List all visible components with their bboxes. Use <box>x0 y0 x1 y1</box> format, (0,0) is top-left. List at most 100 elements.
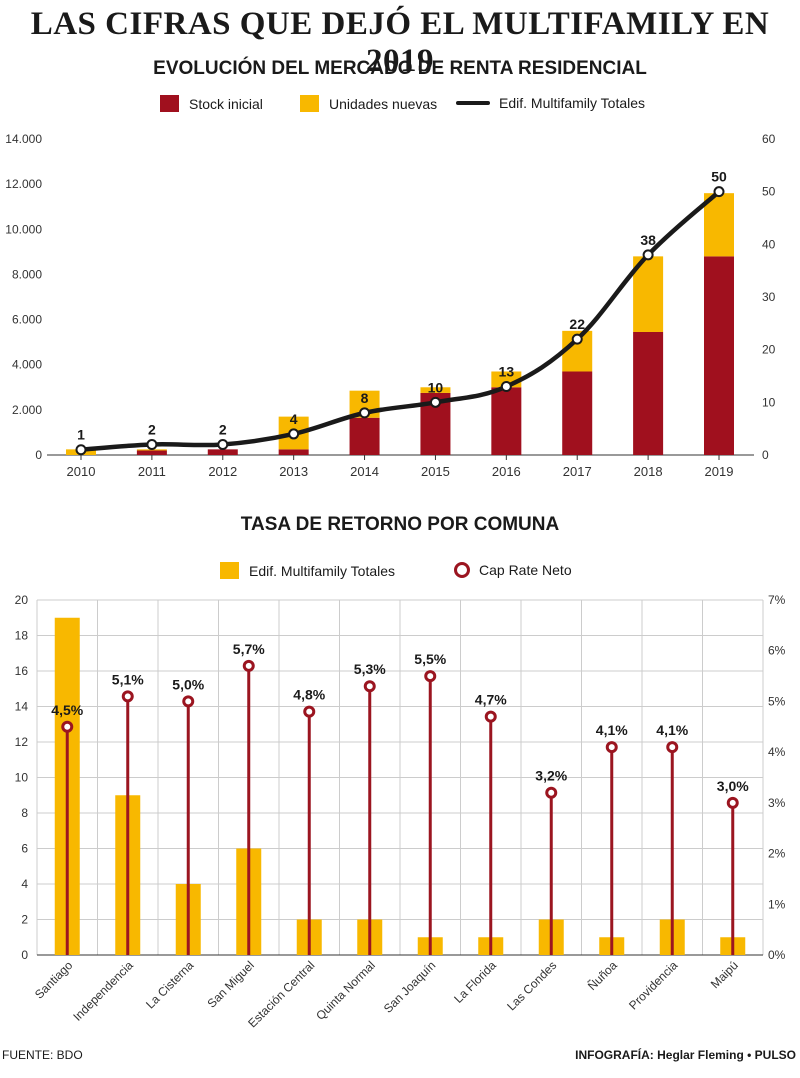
y-tick-label: 14.000 <box>5 132 42 146</box>
y-tick-label: 12 <box>15 735 29 749</box>
source-note: FUENTE: BDO <box>2 1048 83 1062</box>
cap-rate-data-label: 3,2% <box>535 768 567 784</box>
chart2-title: TASA DE RETORNO POR COMUNA <box>240 514 560 535</box>
legend-new-units-label: Unidades nuevas <box>329 95 438 112</box>
legend-stock-inicial: Stock inicial <box>160 95 263 112</box>
cap-rate-point <box>424 670 437 683</box>
line-data-label: 38 <box>640 232 656 248</box>
cap-rate-data-label: 4,5% <box>51 702 83 718</box>
y2-tick-label: 3% <box>768 796 786 810</box>
x-tick-label: La Cisterna <box>143 958 197 1012</box>
cap-rate-point <box>484 710 497 723</box>
y-tick-label: 4 <box>21 877 28 891</box>
x-tick-label: Independencia <box>70 958 136 1024</box>
cap-rate-data-label: 3,0% <box>717 778 749 794</box>
legend-edif-totales-line: Edif. Multifamily Totales <box>456 95 645 111</box>
y-tick-label: 8.000 <box>12 267 42 281</box>
cap-rate-point <box>182 695 195 708</box>
x-tick-label: Santiago <box>32 958 76 1002</box>
y2-tick-label: 2% <box>768 847 786 861</box>
cap-rate-data-label: 5,5% <box>414 651 446 667</box>
line-data-label: 2 <box>148 421 156 437</box>
y-tick-label: 14 <box>15 700 29 714</box>
legend-edif-totales-bar: Edif. Multifamily Totales <box>220 562 395 579</box>
line-point <box>75 444 87 456</box>
credit-note: INFOGRAFÍA: Heglar Fleming • PULSO <box>575 1048 796 1062</box>
x-tick-label: Las Condes <box>504 958 559 1013</box>
bar-stock-inicial <box>633 331 664 455</box>
bar-swatch-icon <box>220 562 239 579</box>
y-tick-label: 2.000 <box>12 403 42 417</box>
bar-unidades-nuevas <box>420 387 451 393</box>
x-tick-label: San Miguel <box>205 958 257 1010</box>
y-tick-label: 4.000 <box>12 358 42 372</box>
x-tick-label: Maipú <box>708 958 741 991</box>
cap-rate-point <box>242 659 255 672</box>
y-tick-label: 16 <box>15 664 29 678</box>
x-tick-label: 2010 <box>67 464 96 479</box>
legend-cap-rate: Cap Rate Neto <box>454 562 572 578</box>
bar-stock-inicial <box>491 387 522 455</box>
x-tick-label: 2017 <box>563 464 592 479</box>
legend-unidades-nuevas: Unidades nuevas <box>300 95 437 112</box>
y-tick-label: 12.000 <box>5 177 42 191</box>
cap-rate-point <box>61 720 74 733</box>
x-tick-label: 2013 <box>279 464 308 479</box>
cap-rate-data-label: 5,7% <box>233 641 265 657</box>
cap-rate-data-label: 4,1% <box>596 722 628 738</box>
line-data-label: 22 <box>569 316 585 332</box>
line-point <box>217 438 229 450</box>
x-tick-label: Providencia <box>626 958 680 1012</box>
cap-rate-data-label: 5,1% <box>112 671 144 687</box>
main-title: LAS CIFRAS QUE DEJÓ EL MULTIFAMILY EN 20… <box>30 6 770 79</box>
bar-stock-inicial <box>207 449 238 455</box>
x-tick-label: 2016 <box>492 464 521 479</box>
legend-line-label: Edif. Multifamily Totales <box>499 95 646 111</box>
y-tick-label: 0 <box>21 948 28 962</box>
y2-tick-label: 40 <box>762 237 776 251</box>
legend-stock-label: Stock inicial <box>189 95 263 112</box>
line-edif-multifamily-totales <box>78 189 722 452</box>
line-point <box>429 396 441 408</box>
cap-rate-point <box>605 741 618 754</box>
line-data-label: 13 <box>499 364 515 380</box>
y-tick-label: 6.000 <box>12 313 42 327</box>
x-tick-label: La Florida <box>451 958 499 1006</box>
chart1-title: EVOLUCIÓN DEL MERCADO DE RENTA RESIDENCI… <box>153 58 647 79</box>
x-tick-label: Quinta Normal <box>313 958 378 1023</box>
bar-stock-inicial <box>704 256 734 455</box>
line-point <box>359 407 371 419</box>
y-tick-label: 8 <box>21 806 28 820</box>
y-tick-label: 18 <box>15 629 29 643</box>
line-data-label: 4 <box>290 411 298 427</box>
y2-tick-label: 0% <box>768 948 786 962</box>
cap-rate-ring-icon <box>454 562 470 578</box>
y2-tick-label: 30 <box>762 290 776 304</box>
x-tick-label: 2015 <box>421 464 450 479</box>
bar-stock-inicial <box>136 450 167 455</box>
x-tick-label: Estación Central <box>245 958 317 1030</box>
line-point <box>642 249 654 261</box>
y-tick-label: 6 <box>21 842 28 856</box>
line-point <box>571 333 583 345</box>
x-tick-label: 2019 <box>705 464 734 479</box>
line-data-label: 50 <box>711 169 727 185</box>
y2-tick-label: 10 <box>762 395 776 409</box>
y2-tick-label: 5% <box>768 694 786 708</box>
y2-tick-label: 7% <box>768 593 786 607</box>
y-tick-label: 0 <box>35 448 42 462</box>
line-data-label: 1 <box>77 427 85 443</box>
line-point <box>500 381 512 393</box>
x-tick-label: 2012 <box>208 464 237 479</box>
line-point <box>146 438 158 450</box>
y2-tick-label: 4% <box>768 745 786 759</box>
cap-rate-point <box>363 680 376 693</box>
cap-rate-point <box>303 705 316 718</box>
x-tick-label: 2018 <box>634 464 663 479</box>
x-tick-label: Ñuñoa <box>585 958 620 993</box>
y-tick-label: 20 <box>15 593 29 607</box>
cap-rate-point <box>726 796 739 809</box>
y2-tick-label: 50 <box>762 185 776 199</box>
legend-bar-label: Edif. Multifamily Totales <box>249 562 396 579</box>
cap-rate-data-label: 4,1% <box>656 722 688 738</box>
